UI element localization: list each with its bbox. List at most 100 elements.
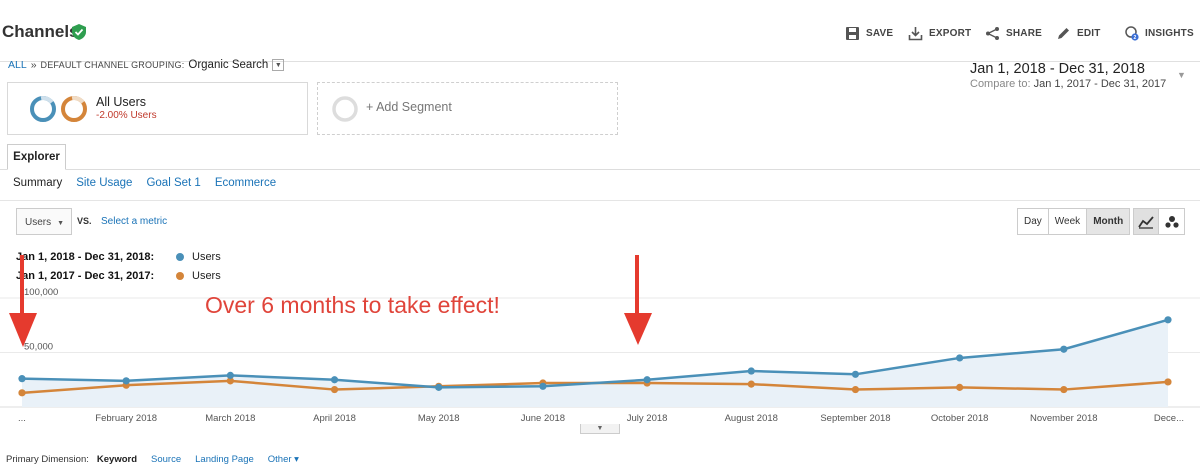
data-point-2018 [1060,345,1068,353]
x-tick-label: February 2018 [95,413,157,424]
down-arrow-icon [624,255,652,345]
insights-icon: 2 [1125,25,1139,41]
dimension-other[interactable]: Other ▾ [267,454,299,465]
save-icon [846,26,859,40]
dimension-source[interactable]: Source [151,454,182,465]
series-line-2018 [21,318,1169,389]
chevron-down-icon: ▼ [57,220,64,227]
vs-label: VS. [77,216,92,226]
primary-dimension-bar: Primary Dimension: Keyword Source Landin… [6,454,299,465]
subnav-ecommerce[interactable]: Ecommerce [214,177,277,189]
x-tick-label: August 2018 [725,413,778,424]
legend-row-2017: Jan 1, 2017 - Dec 31, 2017: Users [16,270,221,282]
select-metric-link[interactable]: Select a metric [101,216,168,227]
data-point-2017 [18,389,26,397]
breadcrumb: ALL » DEFAULT CHANNEL GROUPING: Organic … [8,59,285,71]
chevron-down-icon[interactable]: ▼ [1177,70,1186,80]
period-day-button[interactable]: Day [1018,209,1049,234]
data-point-2017 [330,385,339,394]
x-tick-label: April 2018 [313,413,356,424]
series-area-2018 [22,319,1168,407]
data-point-2018 [851,370,860,378]
annotation-text: Over 6 months to take effect! [205,292,500,318]
save-button[interactable]: SAVE [845,24,893,42]
metric-select-value: Users [25,217,52,228]
segment-change: -2.00% Users [96,110,157,121]
x-tick-label: May 2018 [418,413,460,424]
data-point-2018 [1164,316,1172,324]
segment-label: All Users [96,95,147,109]
divider [0,200,1200,201]
data-point-2018 [122,377,130,385]
add-segment-button[interactable]: + Add Segment [317,82,618,135]
breadcrumb-value: Organic Search [188,59,269,71]
x-tick-label: ... [18,413,26,424]
legend-metric: Users [192,251,221,263]
x-tick-label: July 2018 [627,413,668,424]
compare-date-range: Compare to: Jan 1, 2017 - Dec 31, 2017 [970,78,1166,90]
share-button[interactable]: SHARE [985,24,1042,42]
top-bar [0,0,1200,62]
users-line-chart: 100,000 50,000... February 2018 March 2018 A… [0,287,1200,424]
edit-button[interactable]: EDIT [1056,24,1101,42]
breadcrumb-grouping: DEFAULT CHANNEL GROUPING: [40,60,185,70]
tab-divider [0,169,1200,170]
period-month-button[interactable]: Month [1087,209,1130,234]
line-chart-button[interactable] [1134,209,1159,234]
dimension-keyword[interactable]: Keyword [96,454,138,465]
legend-range: Jan 1, 2018 - Dec 31, 2018: [16,251,155,263]
insights-button[interactable]: 2 INSIGHTS [1124,24,1194,42]
export-label: EXPORT [929,27,972,39]
data-point-2018 [956,354,964,362]
segment-donut-icon [30,96,87,122]
insights-badge: 2 [1134,35,1137,41]
tab-explorer[interactable]: Explorer [7,144,66,170]
legend-dot [176,253,184,261]
legend-range: Jan 1, 2017 - Dec 31, 2017: [16,270,155,282]
data-point-2017 [1164,378,1172,386]
chart-type-toggle [1133,208,1185,235]
data-point-2018 [643,376,651,384]
edit-label: EDIT [1077,27,1101,39]
page-title: Channels [2,22,79,41]
share-icon [986,26,999,40]
period-week-button[interactable]: Week [1049,209,1088,234]
edit-icon [1058,27,1069,39]
y-tick-label: 50,000 [24,342,53,353]
compare-range: Jan 1, 2017 - Dec 31, 2017 [1033,78,1167,90]
subnav-goal-set-1[interactable]: Goal Set 1 [146,177,201,189]
subnav-site-usage[interactable]: Site Usage [76,177,133,189]
data-point-2017 [1060,385,1068,394]
metric-select[interactable]: Users ▼ [16,208,72,235]
breadcrumb-all-link[interactable]: ALL [8,59,27,71]
x-tick-label: September 2018 [820,413,890,424]
explorer-subnav: Summary Site Usage Goal Set 1 Ecommerce [13,177,276,189]
x-tick-label: June 2018 [521,413,565,424]
breadcrumb-dropdown-icon[interactable]: ▼ [272,59,285,71]
dimension-other-label: Other [267,454,292,465]
data-point-2017 [226,377,234,385]
x-tick-label: October 2018 [931,413,989,424]
data-point-2018 [330,376,339,384]
export-button[interactable]: EXPORT [908,24,971,42]
data-point-2017 [956,383,964,391]
data-point-2018 [226,371,234,379]
motion-chart-button[interactable] [1159,209,1184,234]
data-point-2018 [435,383,443,391]
legend-row-2018: Jan 1, 2018 - Dec 31, 2018: Users [16,251,221,263]
insights-label: INSIGHTS [1145,27,1194,39]
bubble-chart-icon [1164,215,1179,228]
period-toggle: Day Week Month [1017,208,1131,235]
collapse-chart-handle[interactable]: ▼ [580,424,620,434]
segment-all-users[interactable]: All Users -2.00% Users [7,82,308,135]
data-point-2018 [539,382,547,390]
x-tick-label: March 2018 [205,413,255,424]
subnav-summary[interactable]: Summary [13,177,63,189]
primary-dimension-label: Primary Dimension: [6,454,89,465]
export-icon [908,26,923,40]
dimension-landing-page[interactable]: Landing Page [195,454,254,465]
x-tick-label: November 2018 [1030,413,1098,424]
data-point-2017 [851,385,860,394]
data-point-2018 [18,375,26,383]
date-range-picker[interactable]: Jan 1, 2018 - Dec 31, 2018 [970,61,1145,77]
